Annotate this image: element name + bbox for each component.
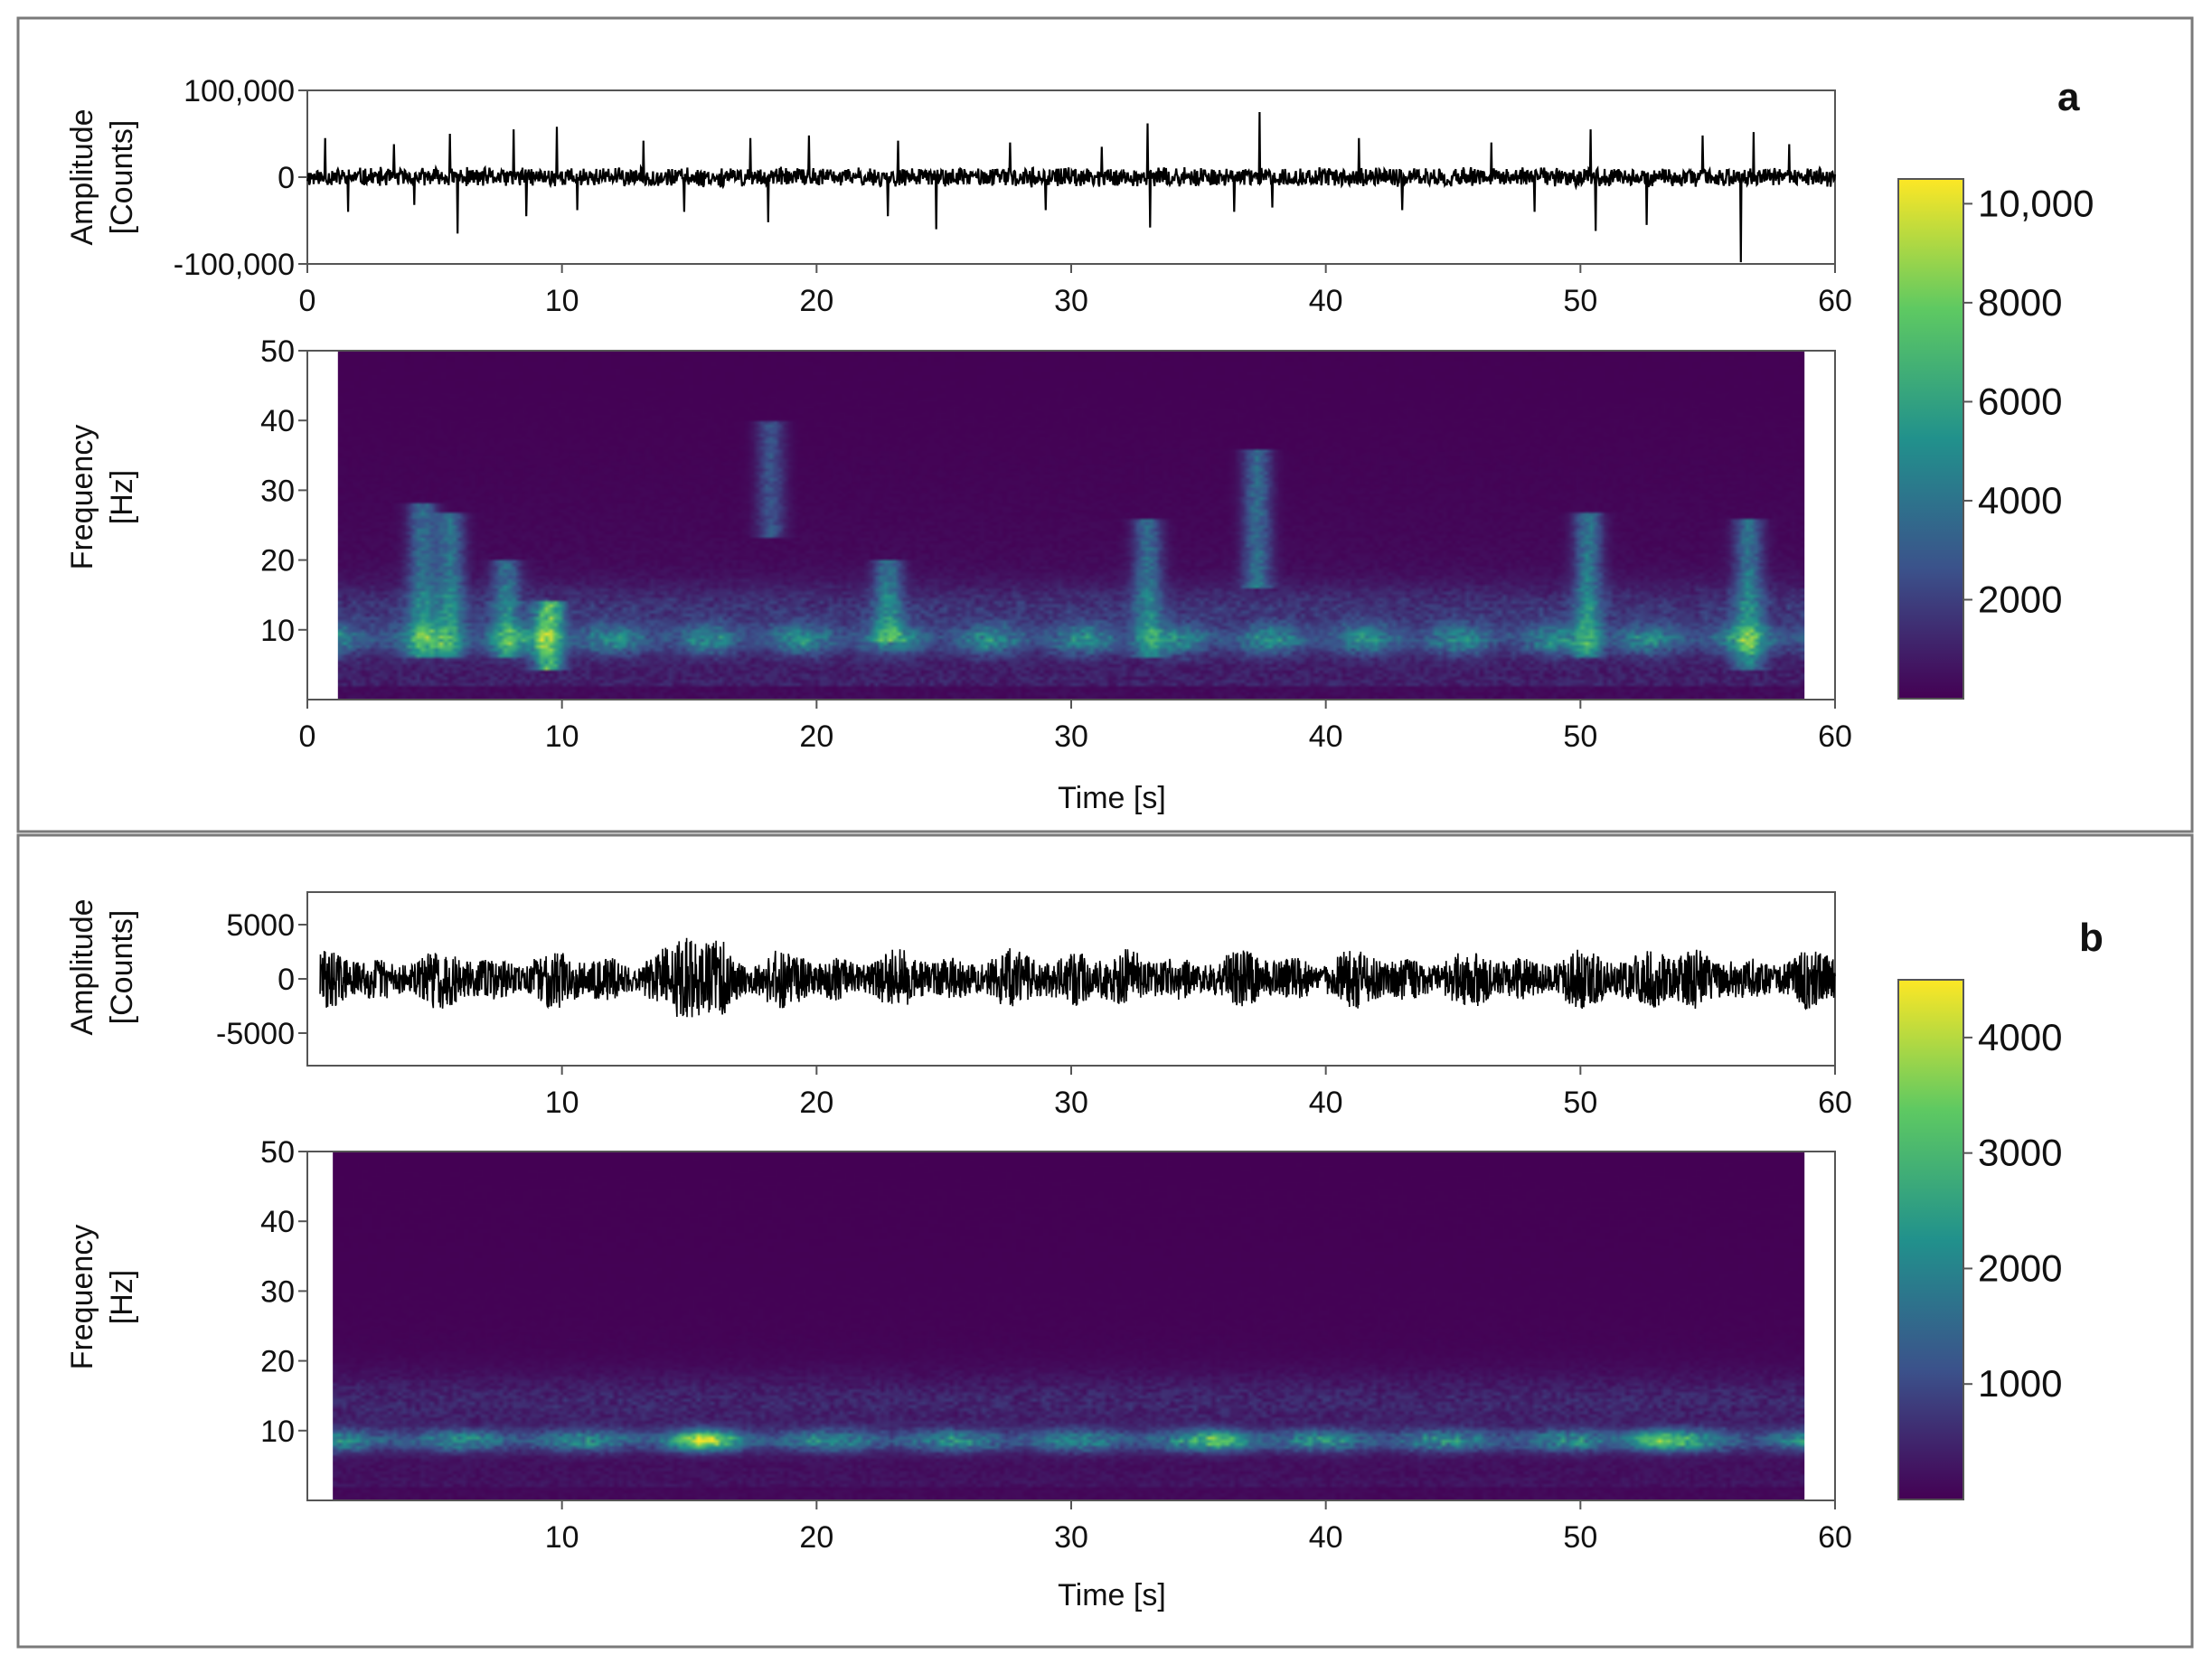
y-tick-label: 100,000 xyxy=(184,74,295,108)
y-tick-label: 20 xyxy=(260,1345,295,1379)
spectrogram-a-ylabel-line2: [Hz] xyxy=(105,470,139,524)
x-tick-label: 10 xyxy=(545,1520,579,1555)
spectrogram-a-xlabel: Time [s] xyxy=(1058,781,1166,815)
colorbar-tick-label: 8000 xyxy=(1978,281,2062,324)
x-tick-label: 0 xyxy=(299,284,316,318)
colorbar-tick-label: 4000 xyxy=(1978,1016,2062,1058)
colorbar-b-ticks: 4000 3000 2000 1000 xyxy=(1963,1016,2062,1405)
colorbar-tick-label: 4000 xyxy=(1978,479,2062,522)
x-tick-label: 10 xyxy=(545,1086,579,1120)
y-tick-label: 50 xyxy=(260,334,295,369)
y-tick-label: 20 xyxy=(260,544,295,578)
x-tick-label: 40 xyxy=(1309,1086,1343,1120)
x-tick-label: 50 xyxy=(1563,1520,1597,1555)
waveform-b-ylabel-line2: [Counts] xyxy=(105,910,139,1025)
spectrogram-b-ylabel-line1: Frequency xyxy=(65,1225,99,1370)
waveform-a-y-ticks: 100,000 0 -100,000 xyxy=(174,74,307,282)
y-tick-label: 40 xyxy=(260,404,295,438)
y-tick-label: 0 xyxy=(278,161,295,195)
x-tick-label: 30 xyxy=(1054,1086,1088,1120)
colorbar-b-bar xyxy=(1897,979,1964,1500)
x-tick-label: 50 xyxy=(1563,719,1597,754)
colorbar-tick-label: 3000 xyxy=(1978,1132,2062,1174)
waveform-b-series xyxy=(319,937,1836,1018)
waveform-b: 10 20 30 40 50 60 5000 0 -5000 Amplitude [Count… xyxy=(65,891,1852,1120)
y-tick-label: 10 xyxy=(260,1415,295,1449)
x-tick-label: 40 xyxy=(1309,1520,1343,1555)
x-tick-label: 30 xyxy=(1054,1520,1088,1555)
y-tick-label: 30 xyxy=(260,1274,295,1309)
spectrogram-b-x-ticks: 10 20 30 40 50 60 xyxy=(545,1500,1852,1555)
spectrogram-b-xlabel: Time [s] xyxy=(1058,1578,1166,1612)
colorbar-b: 4000 3000 2000 1000 xyxy=(1897,979,2062,1500)
spectrogram-a-x-ticks: 0 10 20 30 40 50 60 xyxy=(299,700,1852,754)
spectrogram-a-y-ticks: 50 40 30 20 10 xyxy=(260,334,307,648)
x-tick-label: 60 xyxy=(1818,719,1852,754)
x-tick-label: 10 xyxy=(545,719,579,754)
y-tick-label: -5000 xyxy=(216,1017,295,1051)
x-tick-label: 60 xyxy=(1818,284,1852,318)
x-tick-label: 40 xyxy=(1309,284,1343,318)
colorbar-tick-label: 1000 xyxy=(1978,1362,2062,1405)
panel-a-label: a xyxy=(2057,75,2080,119)
x-tick-label: 20 xyxy=(799,1520,833,1555)
x-tick-label: 30 xyxy=(1054,284,1088,318)
waveform-a-ylabel-line1: Amplitude xyxy=(65,108,99,245)
spectrogram-b-ylabel-line2: [Hz] xyxy=(105,1270,139,1324)
spectrogram-b-y-ticks: 50 40 30 20 10 xyxy=(260,1135,307,1449)
waveform-b-x-ticks: 10 20 30 40 50 60 xyxy=(545,1066,1852,1120)
x-tick-label: 20 xyxy=(799,1086,833,1120)
colorbar-tick-label: 6000 xyxy=(1978,380,2062,422)
x-tick-label: 10 xyxy=(545,284,579,318)
x-tick-label: 40 xyxy=(1309,719,1343,754)
colorbar-a: 10,000 8000 6000 4000 2000 xyxy=(1897,178,2094,700)
colorbar-tick-label: 2000 xyxy=(1978,1246,2062,1289)
x-tick-label: 30 xyxy=(1054,719,1088,754)
waveform-b-ylabel-line1: Amplitude xyxy=(65,898,99,1035)
waveform-b-y-ticks: 5000 0 -5000 xyxy=(216,908,307,1051)
y-tick-label: 50 xyxy=(260,1135,295,1170)
colorbar-tick-label: 2000 xyxy=(1978,578,2062,620)
colorbar-a-bar xyxy=(1897,178,1964,700)
y-tick-label: 40 xyxy=(260,1205,295,1239)
x-tick-label: 50 xyxy=(1563,1086,1597,1120)
x-tick-label: 20 xyxy=(799,719,833,754)
waveform-a-x-ticks: 0 10 20 30 40 50 60 xyxy=(299,264,1852,318)
x-tick-label: 0 xyxy=(299,719,316,754)
waveform-a-ylabel-line2: [Counts] xyxy=(105,120,139,235)
x-tick-label: 50 xyxy=(1563,284,1597,318)
colorbar-tick-label: 10,000 xyxy=(1978,182,2094,224)
spectrogram-b: 10 20 30 40 50 60 50 40 30 20 10 Frequency [Hz] T… xyxy=(65,1135,1852,1612)
x-tick-label: 60 xyxy=(1818,1086,1852,1120)
colorbar-a-ticks: 10,000 8000 6000 4000 2000 xyxy=(1963,182,2094,620)
x-tick-label: 20 xyxy=(799,284,833,318)
y-tick-label: 30 xyxy=(260,474,295,508)
panel-b-label: b xyxy=(2079,916,2104,960)
panel-a-frame xyxy=(16,16,2194,833)
spectrogram-b-image xyxy=(333,1152,1805,1499)
spectrogram-a-image xyxy=(337,352,1805,699)
y-tick-label: 5000 xyxy=(226,908,295,943)
x-tick-label: 60 xyxy=(1818,1520,1852,1555)
y-tick-label: -100,000 xyxy=(174,248,295,282)
y-tick-label: 10 xyxy=(260,614,295,648)
spectrogram-a-ylabel-line1: Frequency xyxy=(65,425,99,570)
y-tick-label: 0 xyxy=(278,963,295,997)
panel-b-frame xyxy=(16,833,2194,1649)
waveform-a-series xyxy=(306,111,1837,263)
